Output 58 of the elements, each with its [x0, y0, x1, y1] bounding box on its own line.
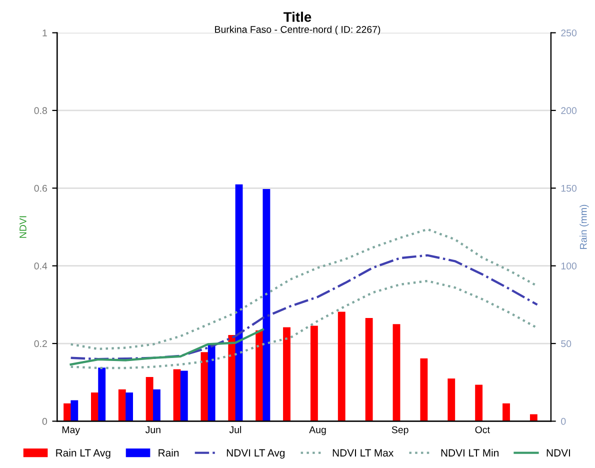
- y-tick-label: 0: [42, 418, 48, 425]
- legend-label: NDVI LT Avg: [226, 449, 285, 459]
- bar: [228, 335, 236, 422]
- bar: [256, 330, 264, 422]
- y-tick-label: 1: [42, 30, 47, 36]
- bar: [173, 369, 181, 422]
- bar: [475, 384, 483, 422]
- x-tick-label: May: [62, 426, 80, 436]
- bar: [146, 377, 154, 422]
- y-tick-label: 0.8: [34, 107, 47, 114]
- bar: [180, 370, 188, 422]
- x-tick-label: Jul: [229, 426, 242, 434]
- bar: [64, 403, 71, 422]
- y2-tick-label: 50: [561, 340, 572, 348]
- bar: [153, 389, 160, 422]
- bar: [126, 392, 133, 422]
- chart-subtitle: Burkina Faso - Centre-nord ( ID: 2267): [215, 26, 380, 35]
- y2-tick-label: 0: [561, 418, 566, 425]
- bar: [283, 327, 290, 422]
- y-tick-label: 0.2: [34, 340, 47, 348]
- x-tick-label: Sep: [392, 426, 408, 436]
- y2-tick-label: 150: [561, 184, 577, 192]
- bar: [530, 414, 538, 422]
- x-tick-label: Oct: [475, 426, 490, 434]
- x-tick-label: Jun: [145, 426, 160, 434]
- bar: [200, 352, 208, 422]
- y-tick-label: 0.4: [34, 262, 48, 270]
- bar: [90, 392, 98, 422]
- chart-title: Title: [284, 12, 312, 22]
- bar: [338, 312, 346, 422]
- bar: [70, 400, 78, 422]
- line-series: [70, 280, 538, 370]
- bar: [365, 318, 373, 422]
- bar: [208, 344, 216, 422]
- bar: [98, 368, 106, 422]
- y-axis-title: NDVI: [20, 216, 26, 238]
- bar: [448, 378, 456, 422]
- line-series: [70, 228, 538, 350]
- bar: [392, 324, 400, 422]
- legend-label: Rain: [158, 448, 179, 457]
- y2-tick-label: 250: [561, 29, 577, 36]
- y2-tick-label: 200: [561, 107, 577, 114]
- y-tick-label: 0.6: [34, 184, 47, 192]
- bar: [262, 188, 270, 422]
- line-series: [70, 254, 538, 360]
- legend-label: Rain LT Avg: [56, 448, 110, 459]
- bar: [420, 358, 428, 422]
- legend-label: NDVI: [546, 449, 570, 456]
- bar: [502, 403, 510, 422]
- bar: [310, 326, 318, 422]
- legend-label: NDVI LT Min: [441, 448, 498, 456]
- line-series: [70, 328, 264, 366]
- bar: [235, 184, 243, 422]
- bar: [118, 389, 126, 422]
- x-tick-label: Aug: [309, 426, 326, 436]
- legend-label: NDVI LT Max: [332, 449, 394, 457]
- y2-axis-title: Rain (mm): [580, 204, 589, 249]
- y2-tick-label: 100: [561, 262, 577, 270]
